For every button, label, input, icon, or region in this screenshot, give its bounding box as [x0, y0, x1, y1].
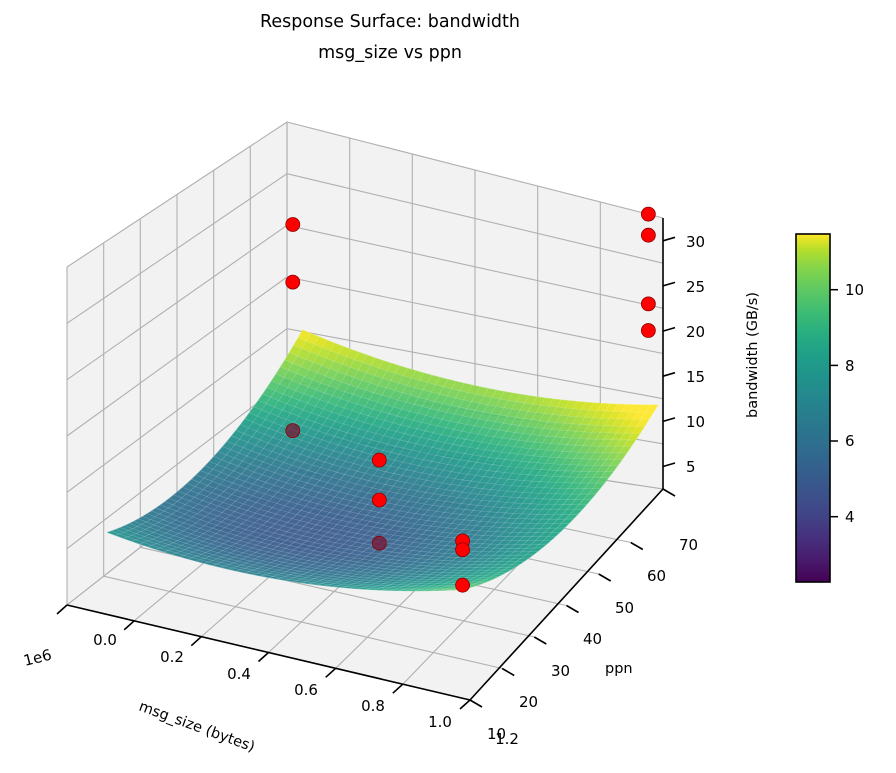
x-tick-label: 0.6 [294, 681, 318, 699]
title-line-1: Response Surface: bandwidth [260, 12, 520, 32]
scatter-point [371, 452, 387, 468]
plot-title: Response Surface: bandwidth msg_size vs … [260, 12, 520, 63]
x-tick-label: 0.4 [227, 665, 251, 683]
scatter-point [640, 227, 656, 243]
title-line-2: msg_size vs ppn [318, 43, 462, 63]
x-tick-label: 1.2 [495, 730, 519, 748]
x-tick-label: 1.0 [428, 713, 452, 731]
colorbar-gradient [795, 233, 831, 583]
y-tick-label: 30 [551, 662, 570, 680]
x-tick-label: 0.8 [361, 697, 385, 715]
z-tick-labels: 5 10 15 20 25 30 bandwidth (GB/s) [686, 233, 761, 476]
y-tick-label: 60 [647, 567, 666, 585]
y-tick-label: 70 [679, 536, 698, 554]
z-tick-label: 10 [686, 413, 705, 431]
scatter-point [285, 274, 301, 290]
z-tick-label: 30 [686, 233, 705, 251]
scatter-point [371, 492, 387, 508]
z-tick-label: 25 [686, 278, 705, 296]
y-tick-label: 50 [615, 599, 634, 617]
colorbar-ticks [830, 288, 838, 518]
colorbar-tick-label: 4 [845, 508, 855, 526]
colorbar-tick-label: 6 [845, 432, 855, 450]
z-tick-label: 15 [686, 368, 705, 386]
response-surface [106, 329, 659, 592]
colorbar[interactable]: 4 6 8 10 [795, 233, 864, 583]
scatter-point [640, 323, 656, 338]
scatter-point [455, 577, 470, 593]
y-tick-labels: 10 20 30 40 50 60 70 ppn [487, 536, 698, 743]
scatter-points-group [285, 206, 656, 593]
y-axis-label: ppn [605, 661, 633, 677]
z-axis-label: bandwidth (GB/s) [745, 292, 761, 418]
x-axis-exponent-label: 1e6 [22, 646, 54, 670]
tick-marks [56, 236, 676, 710]
y-axis-spine [469, 488, 664, 701]
colorbar-tick-label: 10 [845, 281, 864, 299]
x-tick-label: 0.2 [160, 648, 184, 666]
y-tick-label: 40 [583, 630, 602, 648]
x-axis-label: msg_size (bytes) [137, 699, 257, 756]
scatter-point [640, 206, 656, 222]
z-tick-label: 20 [686, 323, 705, 341]
scatter-point [285, 217, 301, 232]
colorbar-tick-label: 8 [845, 357, 855, 375]
y-tick-label: 20 [519, 693, 538, 711]
scatter-point [285, 423, 301, 439]
scatter-point [640, 296, 656, 312]
y-tick-label: 10 [487, 725, 506, 743]
scatter-point [371, 535, 387, 551]
z-tick-label: 5 [686, 458, 696, 476]
scatter-point [455, 542, 470, 558]
x-tick-label: 0.0 [93, 631, 117, 649]
